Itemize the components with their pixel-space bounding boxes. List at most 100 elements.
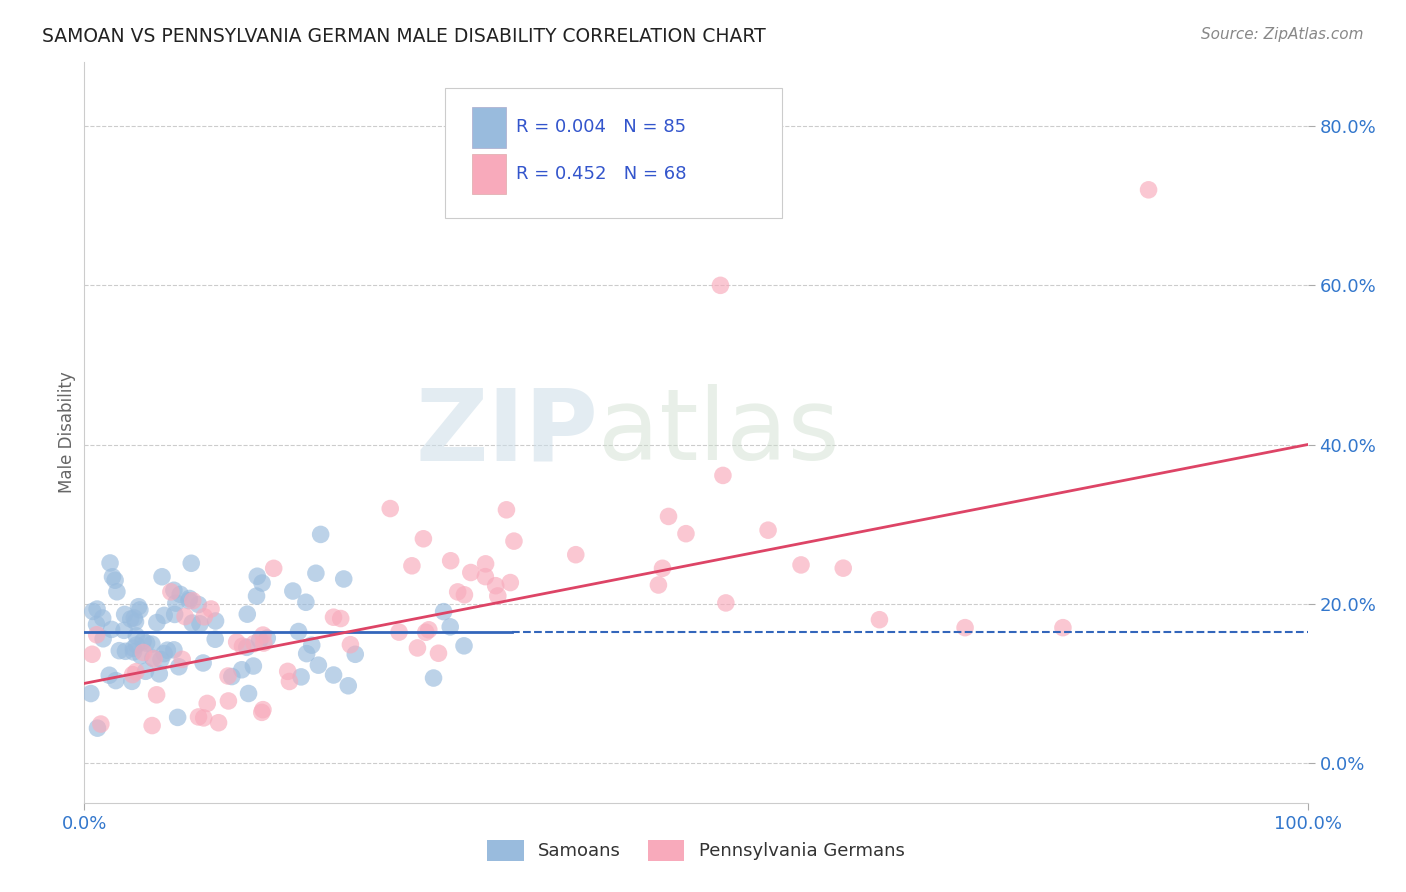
Point — [246, 569, 269, 583]
Point — [307, 658, 329, 673]
Point — [181, 593, 204, 607]
Point — [124, 615, 146, 629]
Point — [236, 640, 259, 655]
Point — [172, 652, 194, 666]
Point — [91, 611, 114, 625]
Point — [252, 703, 274, 717]
Point — [86, 721, 108, 735]
Point — [401, 558, 423, 573]
Point — [651, 561, 673, 575]
Point — [181, 615, 204, 630]
Point — [204, 614, 226, 628]
Point — [447, 585, 470, 599]
Point — [287, 624, 309, 639]
Point — [344, 648, 367, 662]
Point — [132, 645, 155, 659]
Point — [124, 611, 146, 625]
Point — [86, 628, 108, 642]
Point — [153, 608, 176, 623]
Point — [207, 715, 229, 730]
Point — [474, 557, 496, 571]
Point — [163, 643, 186, 657]
Point — [145, 688, 167, 702]
Point — [499, 575, 522, 590]
Point — [301, 638, 323, 652]
Point — [295, 647, 318, 661]
Point — [249, 632, 271, 647]
Point — [253, 636, 276, 650]
Point — [193, 711, 215, 725]
Point — [165, 596, 187, 610]
Point — [221, 669, 243, 683]
Point — [91, 632, 114, 646]
Point — [114, 644, 136, 658]
Point — [135, 665, 157, 679]
Point — [125, 629, 148, 643]
Point — [474, 569, 496, 583]
Point — [418, 623, 440, 637]
Point — [80, 687, 103, 701]
Point — [90, 717, 112, 731]
Point — [104, 673, 127, 688]
Point — [204, 632, 226, 647]
Point — [290, 670, 312, 684]
Point — [503, 534, 526, 549]
Point — [141, 718, 163, 732]
Point — [217, 694, 239, 708]
Point — [179, 591, 201, 606]
Point — [337, 679, 360, 693]
Point — [309, 527, 332, 541]
Point — [122, 645, 145, 659]
Point — [322, 668, 344, 682]
Point — [250, 706, 273, 720]
Point — [125, 638, 148, 652]
Point — [191, 656, 214, 670]
Text: R = 0.452   N = 68: R = 0.452 N = 68 — [516, 165, 686, 183]
Point — [101, 570, 124, 584]
Point — [120, 612, 142, 626]
Point — [486, 589, 509, 603]
Point — [160, 585, 183, 599]
Point — [82, 647, 104, 661]
Point — [832, 561, 855, 575]
Point — [422, 671, 444, 685]
Point — [148, 666, 170, 681]
Bar — [472, 107, 506, 147]
Point — [128, 599, 150, 614]
Point — [150, 570, 173, 584]
Point — [245, 589, 267, 603]
Text: R = 0.004   N = 85: R = 0.004 N = 85 — [516, 119, 686, 136]
Point — [217, 669, 239, 683]
Point — [453, 588, 475, 602]
Point — [714, 596, 737, 610]
Text: atlas: atlas — [598, 384, 839, 481]
Point — [174, 609, 197, 624]
Point — [129, 648, 152, 663]
Point — [150, 652, 173, 666]
Point — [388, 625, 411, 640]
Point — [675, 526, 697, 541]
Point — [98, 556, 121, 570]
Point — [166, 710, 188, 724]
Point — [295, 595, 318, 609]
Point — [460, 566, 482, 580]
Point — [98, 668, 121, 682]
Point — [132, 634, 155, 648]
Point — [153, 647, 176, 661]
Bar — [472, 153, 506, 194]
Point — [163, 607, 186, 622]
Point — [167, 659, 190, 673]
Point — [86, 617, 108, 632]
Point — [142, 651, 165, 665]
Point — [121, 674, 143, 689]
Point — [141, 637, 163, 651]
Point — [187, 710, 209, 724]
Point — [339, 638, 361, 652]
Point — [114, 607, 136, 622]
Point — [242, 659, 264, 673]
Point — [439, 620, 461, 634]
Point — [869, 613, 891, 627]
Point — [193, 609, 215, 624]
Point — [415, 625, 437, 640]
Text: ZIP: ZIP — [415, 384, 598, 481]
